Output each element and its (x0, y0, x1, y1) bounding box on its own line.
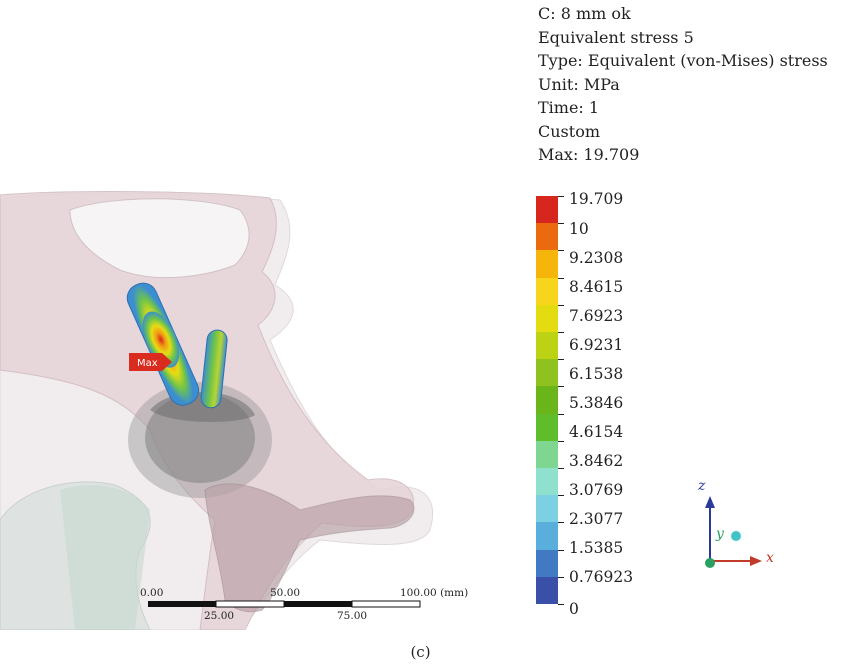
legend-swatch (536, 223, 558, 251)
legend-swatch (536, 576, 558, 604)
legend-label: 4.6154 (569, 423, 624, 441)
legend-swatch (536, 440, 558, 468)
axis-z-label: z (698, 478, 706, 494)
legend-tick (558, 250, 564, 251)
legend-label: 10 (569, 220, 589, 238)
model-viewport[interactable]: Max (0, 190, 520, 631)
scale-label-50: 50.00 (270, 587, 301, 599)
info-line-unit: Unit: MPa (538, 74, 620, 94)
info-line-object: C: 8 mm ok (538, 4, 631, 23)
info-line-result-name: Equivalent stress 5 (538, 27, 694, 47)
legend-label: 6.1538 (569, 365, 624, 383)
max-probe-label: Max (137, 358, 158, 369)
legend-swatch (536, 332, 558, 360)
legend-tick (558, 305, 564, 306)
scale-bar: 0.00 50.00 100.00 (mm) 25.00 75.00 (140, 587, 510, 627)
scale-label-0: 0.00 (140, 587, 164, 599)
legend-tick (558, 414, 564, 415)
legend-swatch (536, 468, 558, 496)
legend-tick (558, 604, 564, 605)
legend-label: 9.2308 (569, 249, 624, 267)
scale-bar-graphic (148, 600, 421, 608)
legend-tick (558, 550, 564, 551)
axis-triad: z y x (680, 476, 790, 576)
legend-swatch (536, 359, 558, 387)
info-line-max: Max: 19.709 (538, 145, 640, 164)
figure-caption: (c) (410, 643, 431, 661)
legend-tick (558, 196, 564, 197)
axis-triad-graphic (705, 496, 762, 568)
screw-short (200, 329, 228, 409)
legend-swatch (536, 495, 558, 523)
legend-tick (558, 332, 564, 333)
legend-label: 0.76923 (569, 568, 634, 586)
legend-label: 6.9231 (569, 336, 624, 354)
legend-swatch (536, 250, 558, 278)
legend-label: 2.3077 (569, 510, 624, 528)
scale-label-75: 75.00 (337, 610, 368, 622)
legend-tick (558, 223, 564, 224)
legend-swatch (536, 413, 558, 441)
legend-swatch (536, 522, 558, 550)
legend-swatch (536, 386, 558, 414)
result-info: C: 8 mm ok Equivalent stress 5 Type: Equ… (538, 2, 828, 167)
legend-swatch (536, 277, 558, 305)
legend-tick (558, 386, 564, 387)
legend-tick (558, 495, 564, 496)
scale-label-25: 25.00 (204, 610, 235, 622)
pubic-ramus (204, 483, 415, 613)
max-probe-marker: Max (129, 353, 172, 371)
legend-tick (558, 359, 564, 360)
legend-swatch (536, 549, 558, 577)
legend-swatch (536, 304, 558, 332)
legend-swatch (536, 196, 558, 224)
femur-neck (60, 485, 150, 630)
scale-label-100: 100.00 (mm) (400, 587, 469, 599)
legend-label: 3.0769 (569, 481, 624, 499)
legend-tick (558, 468, 564, 469)
legend-label: 19.709 (569, 190, 624, 208)
info-line-time: Time: 1 (538, 98, 600, 117)
info-line-custom: Custom (538, 121, 600, 141)
legend-label: 3.8462 (569, 452, 624, 470)
legend-tick (558, 278, 564, 279)
legend-label: 5.3846 (569, 394, 624, 412)
legend-tick (558, 577, 564, 578)
legend-label: 7.6923 (569, 307, 624, 325)
obturator-foramen (69, 198, 250, 279)
legend-label: 1.5385 (569, 539, 624, 557)
pelvis-model: Max (0, 191, 434, 631)
info-line-type: Type: Equivalent (von-Mises) stress (538, 51, 828, 70)
legend-label: 8.4615 (569, 278, 624, 296)
legend-tick (558, 441, 564, 442)
axis-y-label: y (716, 526, 724, 542)
axis-x-label: x (766, 550, 774, 566)
legend-label: 0 (569, 600, 579, 618)
legend-tick (558, 522, 564, 523)
